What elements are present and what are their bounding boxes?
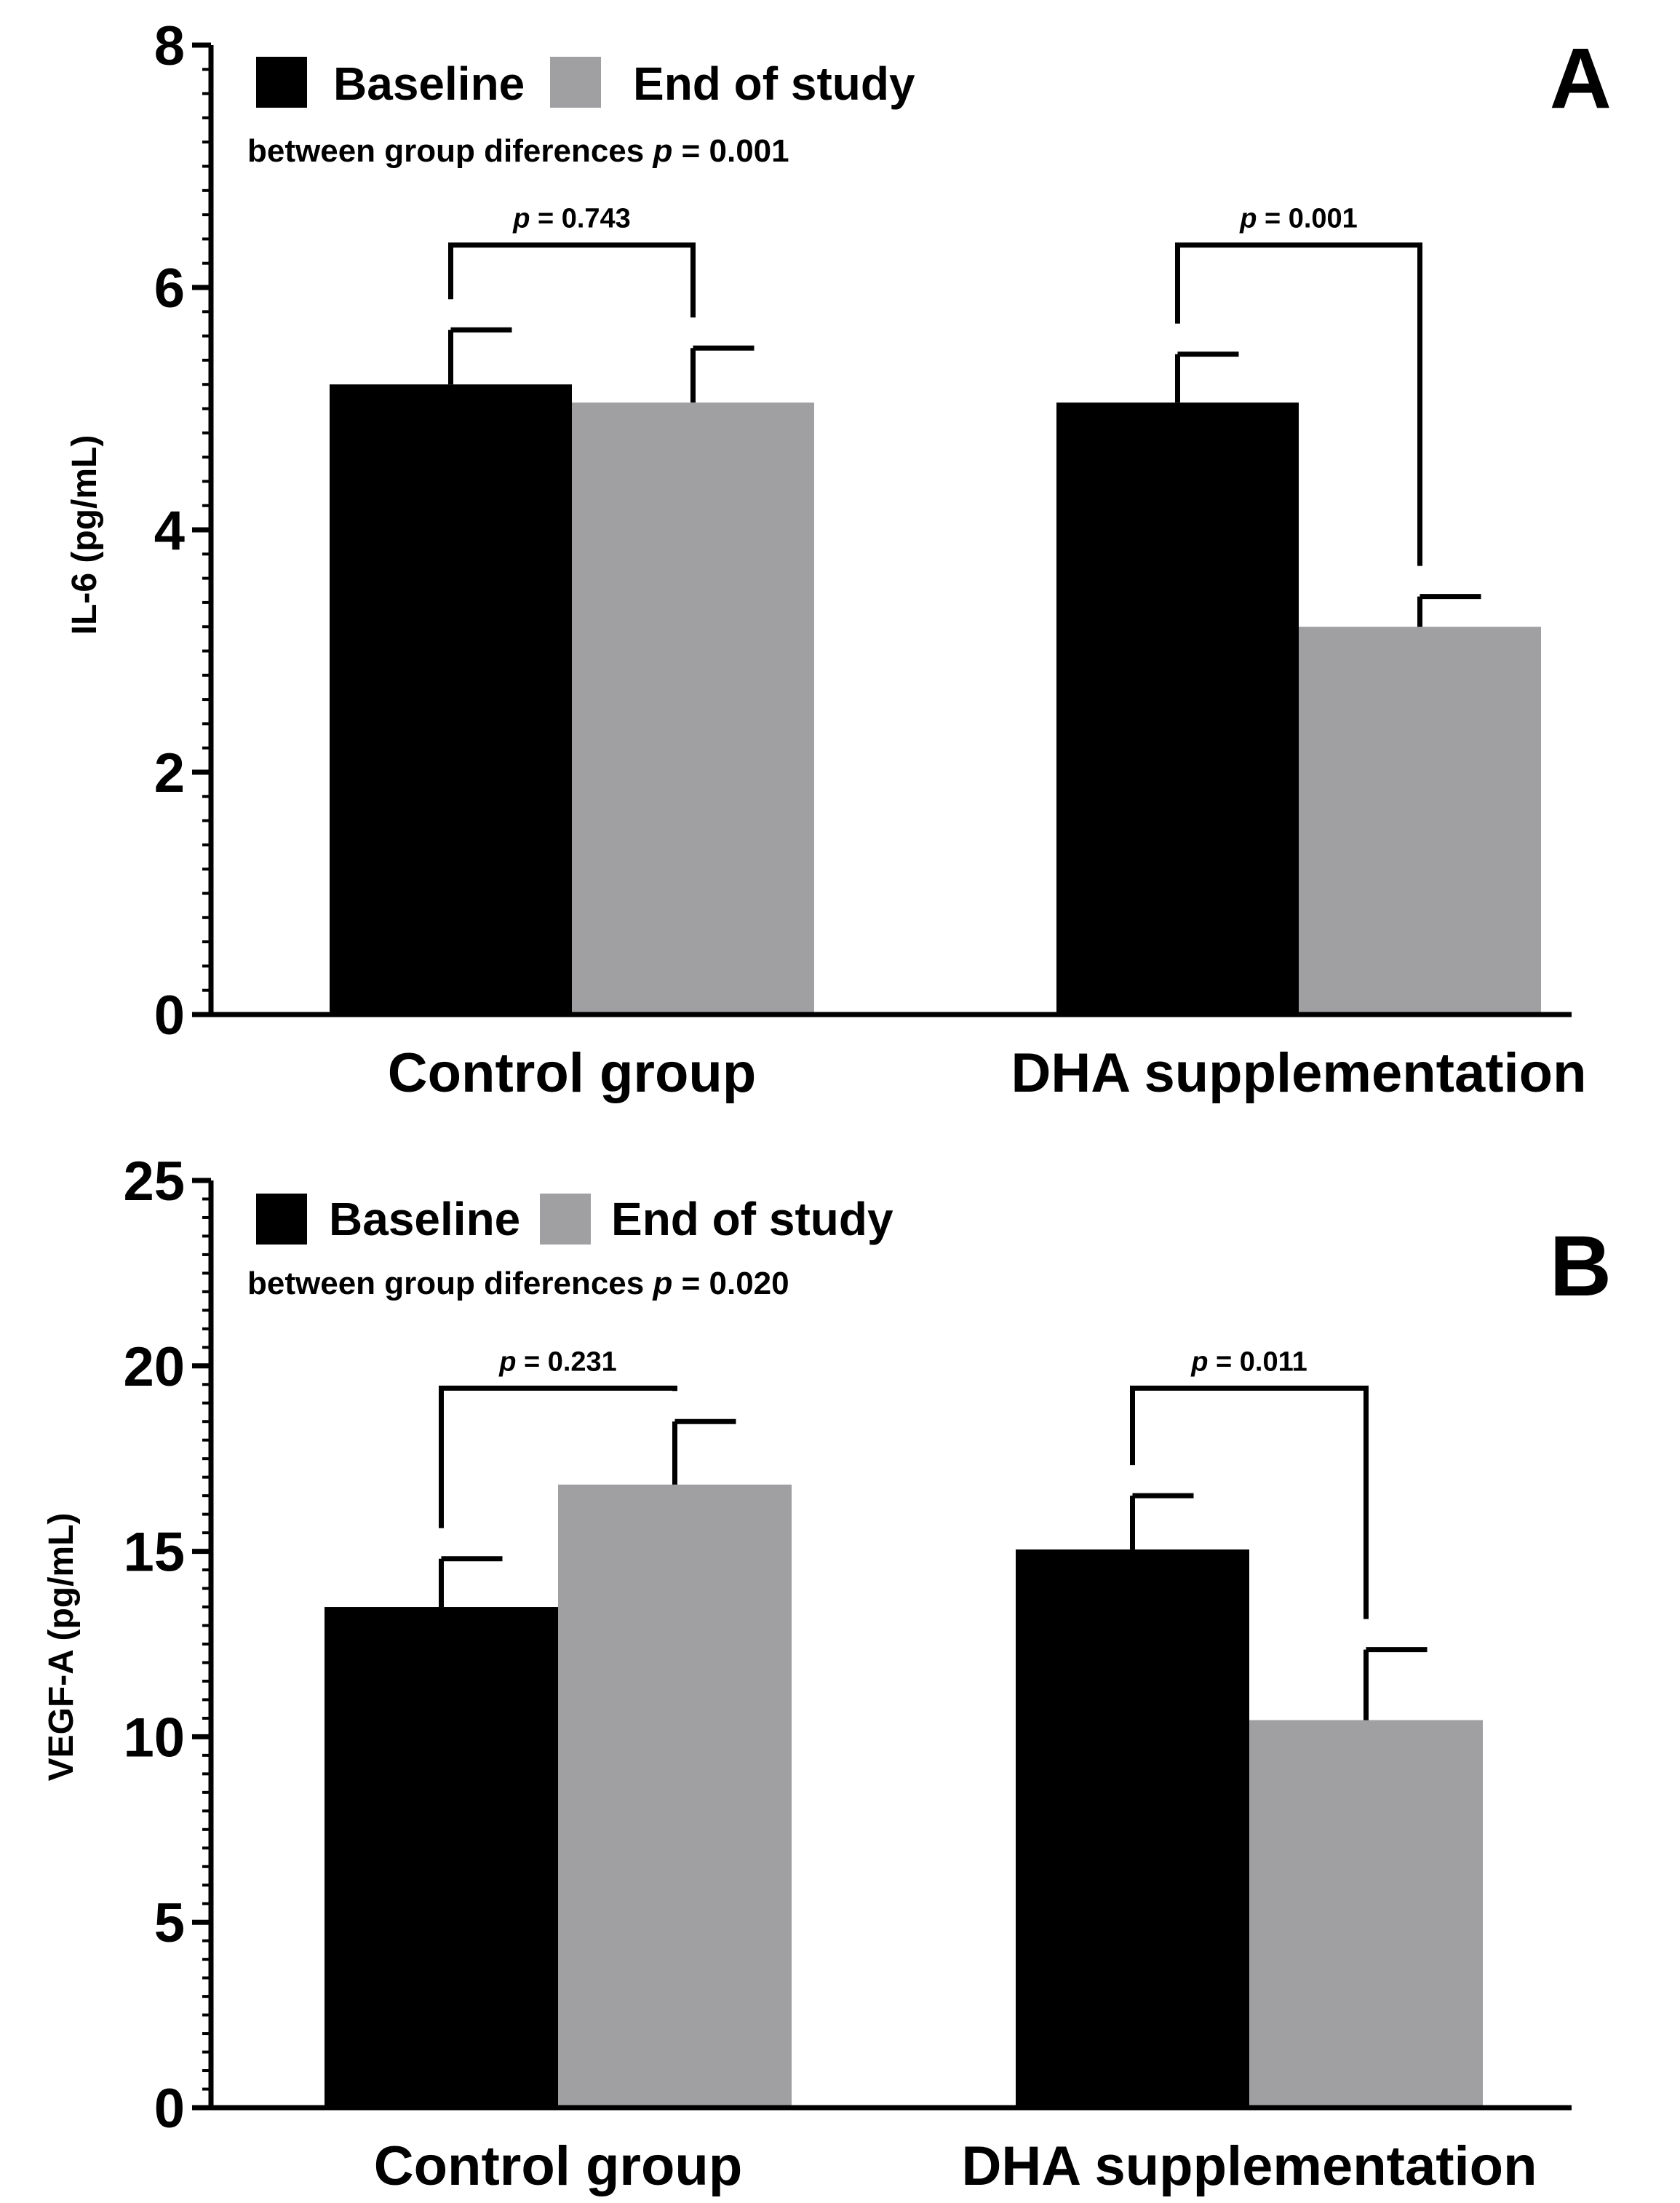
p-symbol: p: [498, 1346, 516, 1377]
comparison-bracket: [439, 1385, 677, 1528]
y-tick-label: 25: [123, 1151, 185, 1212]
subtitle-prefix: between group diferences: [247, 1266, 653, 1301]
p-value: = 0.011: [1208, 1346, 1307, 1377]
legend: Baseline End of study: [256, 57, 915, 110]
p-symbol: p: [1239, 204, 1257, 234]
y-tick-label: 4: [154, 500, 185, 562]
legend-swatch-end-of-study: [540, 1194, 591, 1245]
legend: Baseline End of study: [256, 1193, 893, 1245]
bar-baseline: [1016, 1549, 1249, 2108]
legend-swatch-end-of-study: [550, 57, 601, 108]
comparison-p-label: p = 0.011: [1190, 1346, 1307, 1377]
y-tick-label: 0: [154, 985, 185, 1047]
bar-end-of-study: [1299, 627, 1541, 1015]
comparison-p-label: p = 0.743: [512, 204, 631, 234]
between-group-p-value: between group diferences p = 0.001: [247, 133, 789, 169]
y-axis-ticks: 0 2 4 6 8: [154, 15, 185, 1047]
error-bars: [448, 327, 1481, 627]
bar-end-of-study: [572, 402, 814, 1015]
legend-swatch-baseline: [256, 1194, 307, 1245]
y-axis-title: VEGF-A (pg/mL): [42, 1513, 81, 1782]
x-category-label: Control group: [388, 1042, 757, 1104]
y-axis-title: IL-6 (pg/mL): [65, 435, 104, 635]
subtitle-value: = 0.020: [672, 1266, 789, 1301]
y-tick-label: 8: [154, 15, 185, 77]
comparison-bracket: [448, 242, 696, 318]
p-symbol: p: [512, 204, 530, 234]
y-tick-label: 10: [123, 1707, 185, 1769]
panel-b-vegfa-chart: B Baseline End of study between group di…: [42, 1151, 1612, 2197]
comparison-p-values: p = 0.231 p = 0.011: [498, 1346, 1307, 1377]
y-tick-label: 6: [154, 258, 185, 319]
y-tick-label: 15: [123, 1522, 185, 1584]
bar-end-of-study: [558, 1484, 792, 2108]
p-value: = 0.743: [530, 204, 630, 234]
legend-label-baseline: Baseline: [329, 1193, 520, 1245]
bar-baseline: [330, 384, 572, 1015]
subtitle-p-symbol: p: [652, 1266, 672, 1301]
panel-letter: B: [1550, 1218, 1612, 1314]
p-symbol: p: [1190, 1346, 1208, 1377]
comparison-bracket: [1130, 1385, 1369, 1619]
x-axis-categories: Control group DHA supplementation: [374, 2135, 1537, 2197]
x-category-label: DHA supplementation: [962, 2135, 1537, 2197]
bars: [330, 384, 1541, 1015]
legend-label-end-of-study: End of study: [633, 57, 915, 110]
panel-letter: A: [1550, 31, 1612, 127]
legend-label-baseline: Baseline: [333, 57, 525, 110]
legend-swatch-baseline: [256, 57, 307, 108]
comparison-p-label: p = 0.001: [1239, 204, 1358, 234]
subtitle-p-symbol: p: [652, 133, 672, 169]
comparison-p-values: p = 0.743 p = 0.001: [512, 204, 1358, 234]
y-axis-ticks: 0 5 10 15 20 25: [123, 1151, 185, 2140]
y-tick-label: 20: [123, 1336, 185, 1398]
axes: [192, 1178, 1572, 2111]
legend-label-end-of-study: End of study: [611, 1193, 893, 1245]
bars: [325, 1484, 1483, 2108]
between-group-p-value: between group diferences p = 0.020: [247, 1266, 789, 1301]
p-value: = 0.231: [516, 1346, 616, 1377]
comparison-brackets: [448, 242, 1422, 566]
subtitle-value: = 0.001: [672, 133, 789, 169]
axes: [192, 42, 1572, 1017]
y-tick-label: 0: [154, 2078, 185, 2140]
bar-baseline: [1056, 402, 1299, 1015]
comparison-p-label: p = 0.231: [498, 1346, 617, 1377]
comparison-brackets: [439, 1385, 1369, 1619]
y-tick-label: 5: [154, 1892, 185, 1954]
comparison-bracket: [1175, 242, 1422, 566]
subtitle-prefix: between group diferences: [247, 133, 653, 169]
y-tick-label: 2: [154, 742, 185, 804]
x-category-label: Control group: [374, 2135, 743, 2197]
x-axis-categories: Control group DHA supplementation: [388, 1042, 1587, 1104]
bar-baseline: [325, 1607, 558, 2108]
bar-end-of-study: [1249, 1720, 1483, 2108]
error-bars: [439, 1418, 1428, 1720]
panel-a-il6-chart: A Baseline End of study between group di…: [65, 15, 1612, 1104]
x-category-label: DHA supplementation: [1011, 1042, 1587, 1104]
p-value: = 0.001: [1257, 204, 1357, 234]
